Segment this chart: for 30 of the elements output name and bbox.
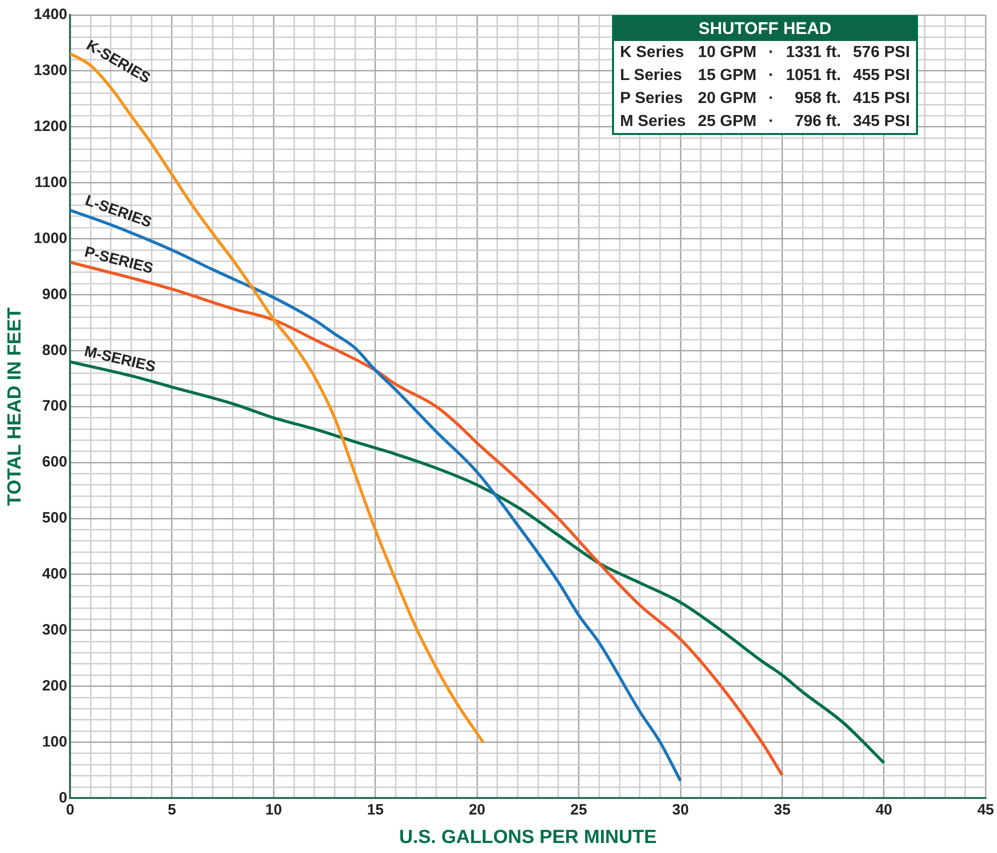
y-tick-label: 400: [42, 566, 68, 583]
x-axis-title: U.S. GALLONS PER MINUTE: [399, 826, 657, 848]
shutoff-head-table: SHUTOFF HEAD K Series 10 GPM · 1331 ft. 576 PSI L Series 15 GPM · 1051 ft. 455 PSI P Series 20 GPM · 958 ft. 415 PSI M Series 25 GPM · 796 ft. 345 PSI: [612, 15, 918, 135]
annotation: L Series 15 GPM · 1051 ft. 455 PSI: [619, 66, 911, 86]
x-tick-label: 15: [366, 801, 384, 818]
x-tick-label: 5: [168, 801, 176, 818]
y-tick-label: 1300: [34, 62, 68, 80]
x-tick-label: 30: [672, 801, 689, 818]
y-tick-label: 200: [42, 677, 68, 694]
y-axis-title: TOTAL HEAD IN FEET: [4, 306, 26, 506]
annotation: SHUTOFF HEAD: [614, 17, 916, 41]
y-tick-label: 900: [42, 286, 68, 303]
y-tick-label: 700: [42, 398, 68, 415]
x-tick-label: 40: [876, 801, 892, 818]
x-tick-label: 45: [977, 801, 994, 818]
x-tick-label: 20: [468, 801, 486, 818]
x-tick-label: 10: [265, 801, 282, 818]
x-tick-label: 25: [570, 801, 588, 818]
y-tick-label: 100: [42, 733, 68, 750]
y-tick-label: 500: [42, 510, 68, 527]
annotation: K Series 10 GPM · 1331 ft. 576 PSI: [619, 43, 911, 63]
y-tick-label: 0: [58, 789, 68, 806]
x-tick-label: 35: [774, 801, 791, 818]
y-tick-label: 1400: [34, 6, 68, 24]
y-tick-label: 300: [42, 622, 68, 639]
y-tick-label: 1200: [34, 118, 68, 136]
y-tick-label: 800: [42, 342, 68, 359]
y-tick-label: 1000: [34, 230, 68, 247]
y-tick-label: 1100: [34, 174, 68, 191]
y-tick-label: 600: [42, 454, 68, 471]
